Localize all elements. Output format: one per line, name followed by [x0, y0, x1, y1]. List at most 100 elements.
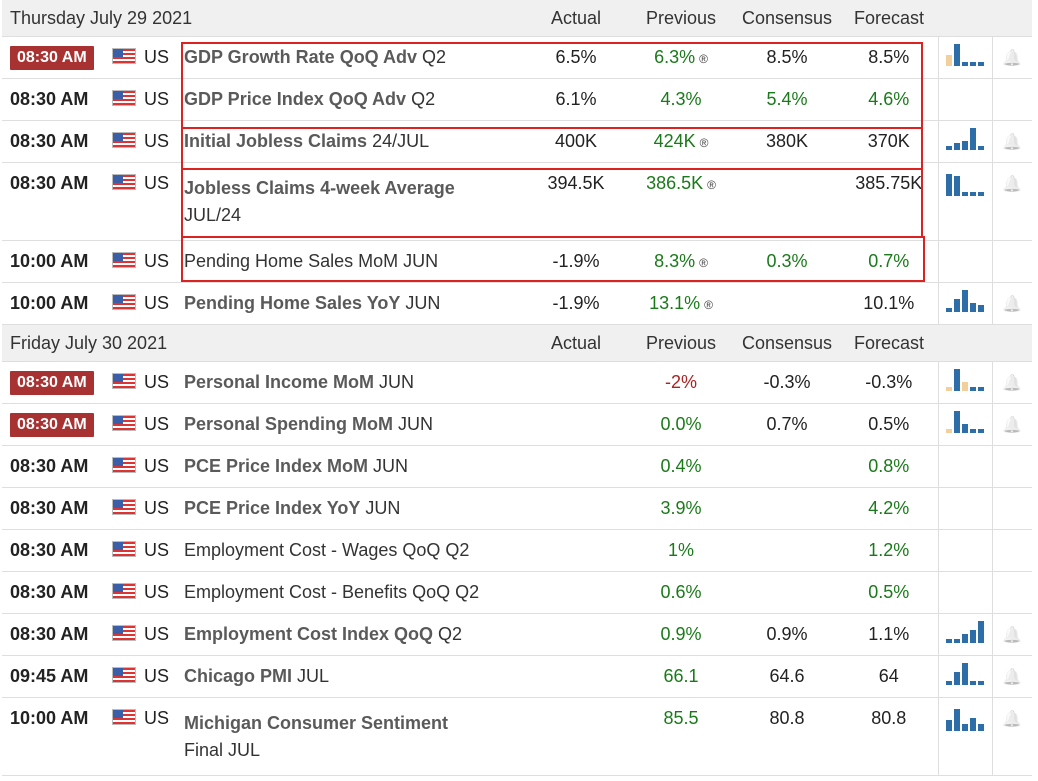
event-row[interactable]: 08:30 AM US Personal Income MoM JUN -2% -0.3…	[2, 361, 1033, 404]
sparkline-chart	[946, 663, 985, 685]
event-name[interactable]: Employment Cost Index QoQ Q2	[184, 613, 525, 656]
sparkline-bar	[962, 424, 969, 433]
event-name-main[interactable]: Michigan Consumer Sentiment	[184, 712, 449, 733]
event-row[interactable]: 10:00 AM US Michigan Consumer Sentiment Fin…	[2, 697, 1033, 776]
event-name-main[interactable]: GDP Price Index QoQ Adv	[184, 89, 407, 109]
country-cell: US	[112, 655, 184, 698]
event-name[interactable]: Employment Cost - Wages QoQ Q2	[184, 529, 525, 572]
country-cell: US	[112, 571, 184, 614]
event-name-main[interactable]: Pending Home Sales YoY	[184, 293, 401, 313]
event-name[interactable]: Employment Cost - Benefits QoQ Q2	[184, 571, 525, 614]
event-time: 08:30 AM	[10, 370, 94, 395]
event-name[interactable]: Chicago PMI JUL	[184, 655, 525, 698]
event-row[interactable]: 08:30 AM US Employment Cost - Benefits QoQ…	[2, 571, 1033, 614]
country-code: US	[144, 47, 170, 67]
event-row[interactable]: 08:30 AM US GDP Price Index QoQ Adv Q2 6.1%…	[2, 78, 1033, 121]
bell-icon[interactable]: 🔔	[1002, 134, 1023, 151]
forecast-value: 10.1%	[840, 282, 939, 325]
event-name-suffix[interactable]: Q2	[433, 624, 463, 644]
event-row[interactable]: 08:30 AM US Personal Spending MoM JUN 0.0% 0…	[2, 403, 1033, 446]
us-flag-icon	[112, 667, 136, 683]
event-row[interactable]: 08:30 AM US Employment Cost - Wages QoQ Q2…	[2, 529, 1033, 572]
event-name[interactable]: Michigan Consumer Sentiment Final JUL	[184, 697, 525, 776]
event-name-main[interactable]: Personal Income MoM	[184, 372, 375, 392]
previous-cell: 8.3% ®	[628, 240, 735, 283]
event-name[interactable]: Pending Home Sales MoM JUN	[184, 240, 525, 283]
event-name-line2[interactable]: Final JUL	[184, 739, 261, 760]
country-code: US	[144, 293, 170, 313]
sparkline-bar	[954, 672, 961, 685]
event-name-suffix[interactable]: Pending Home Sales MoM JUN	[184, 251, 439, 271]
previous-value: 66.1	[663, 666, 699, 686]
event-name-suffix[interactable]: JUL	[292, 666, 330, 686]
event-name[interactable]: Personal Spending MoM JUN	[184, 403, 525, 446]
event-row[interactable]: 10:00 AM US Pending Home Sales MoM JUN -1.9…	[2, 240, 1033, 283]
event-name-suffix[interactable]: JUN	[400, 293, 441, 313]
event-name-main[interactable]: PCE Price Index MoM	[184, 456, 369, 476]
event-name[interactable]: Pending Home Sales YoY JUN	[184, 282, 525, 325]
event-name-main[interactable]: Employment Cost Index QoQ	[184, 624, 434, 644]
event-name[interactable]: GDP Price Index QoQ Adv Q2	[184, 78, 525, 121]
event-row[interactable]: 08:30 AM US Employment Cost Index QoQ Q2 0.…	[2, 613, 1033, 656]
alert-cell: 🔔	[991, 655, 1033, 698]
event-row[interactable]: 08:30 AM US GDP Growth Rate QoQ Adv Q2 6.5%…	[2, 36, 1033, 79]
bell-icon[interactable]: 🔔	[1002, 176, 1023, 193]
bell-icon[interactable]: 🔔	[1002, 417, 1023, 434]
event-time: 08:30 AM	[10, 89, 89, 109]
previous-cell: 13.1% ®	[628, 282, 735, 325]
sparkline-cell	[937, 571, 993, 614]
event-name-suffix[interactable]: Q2	[406, 89, 436, 109]
event-row[interactable]: 08:30 AM US Initial Jobless Claims 24/JUL 4…	[2, 120, 1033, 163]
event-name[interactable]: PCE Price Index YoY JUN	[184, 487, 525, 530]
event-row[interactable]: 08:30 AM US Jobless Claims 4-week Average J…	[2, 162, 1033, 241]
forecast-value: 1.1%	[840, 613, 939, 656]
bell-icon[interactable]: 🔔	[1002, 711, 1023, 728]
event-name[interactable]: Initial Jobless Claims 24/JUL	[184, 120, 525, 163]
event-name-suffix[interactable]: JUN	[374, 372, 415, 392]
forecast-value: 8.5%	[840, 36, 939, 79]
event-name[interactable]: Jobless Claims 4-week Average JUL/24	[184, 162, 525, 241]
event-row[interactable]: 08:30 AM US PCE Price Index YoY JUN 3.9% 4.2…	[2, 487, 1033, 530]
event-name-main[interactable]: Personal Spending MoM	[184, 414, 394, 434]
bell-icon[interactable]: 🔔	[1002, 375, 1023, 392]
sparkline-cell	[937, 36, 993, 79]
event-name-suffix[interactable]: JUN	[360, 498, 401, 518]
event-name-main[interactable]: PCE Price Index YoY	[184, 498, 361, 518]
event-name-suffix[interactable]: Employment Cost - Benefits QoQ Q2	[184, 582, 480, 602]
event-row[interactable]: 08:30 AM US PCE Price Index MoM JUN 0.4% 0.8…	[2, 445, 1033, 488]
consensus-value: 80.8	[734, 697, 841, 776]
event-name-main[interactable]: Jobless Claims 4-week Average	[184, 177, 455, 198]
event-name-line2[interactable]: JUL/24	[184, 204, 242, 225]
bell-icon[interactable]: 🔔	[1002, 669, 1023, 686]
event-name-main[interactable]: Initial Jobless Claims	[184, 131, 368, 151]
actual-value	[524, 613, 629, 656]
previous-cell: 3.9%	[628, 487, 735, 530]
event-time-cell: 08:30 AM	[2, 361, 112, 404]
event-name[interactable]: PCE Price Index MoM JUN	[184, 445, 525, 488]
event-name-suffix[interactable]: Q2	[417, 47, 447, 67]
event-row[interactable]: 10:00 AM US Pending Home Sales YoY JUN -1.9…	[2, 282, 1033, 325]
previous-value: 3.9%	[660, 498, 702, 518]
event-row[interactable]: 09:45 AM US Chicago PMI JUL 66.1 64.6 64 🔔	[2, 655, 1033, 698]
forecast-value: 0.8%	[840, 445, 939, 488]
bell-icon[interactable]: 🔔	[1002, 50, 1023, 67]
event-name-suffix[interactable]: JUN	[368, 456, 409, 476]
event-name-suffix[interactable]: Employment Cost - Wages QoQ Q2	[184, 540, 470, 560]
alert-cell: 🔔	[991, 613, 1033, 656]
event-name[interactable]: GDP Growth Rate QoQ Adv Q2	[184, 36, 525, 79]
event-name[interactable]: Personal Income MoM JUN	[184, 361, 525, 404]
event-name-suffix[interactable]: 24/JUL	[367, 131, 430, 151]
event-name-main[interactable]: Chicago PMI	[184, 666, 293, 686]
bell-icon[interactable]: 🔔	[1002, 627, 1023, 644]
consensus-value	[734, 162, 841, 241]
consensus-value: 0.3%	[734, 240, 841, 283]
sparkline-bar	[946, 146, 953, 150]
consensus-value: 0.9%	[734, 613, 841, 656]
event-name-suffix[interactable]: JUN	[393, 414, 434, 434]
bell-icon[interactable]: 🔔	[1002, 296, 1023, 313]
sparkline-bar	[978, 681, 985, 685]
alert-cell	[991, 240, 1033, 283]
event-name-main[interactable]: GDP Growth Rate QoQ Adv	[184, 47, 418, 67]
day-header-row: Thursday July 29 2021 Actual Previous Conse…	[2, 0, 1033, 37]
sparkline-bar	[954, 176, 961, 196]
